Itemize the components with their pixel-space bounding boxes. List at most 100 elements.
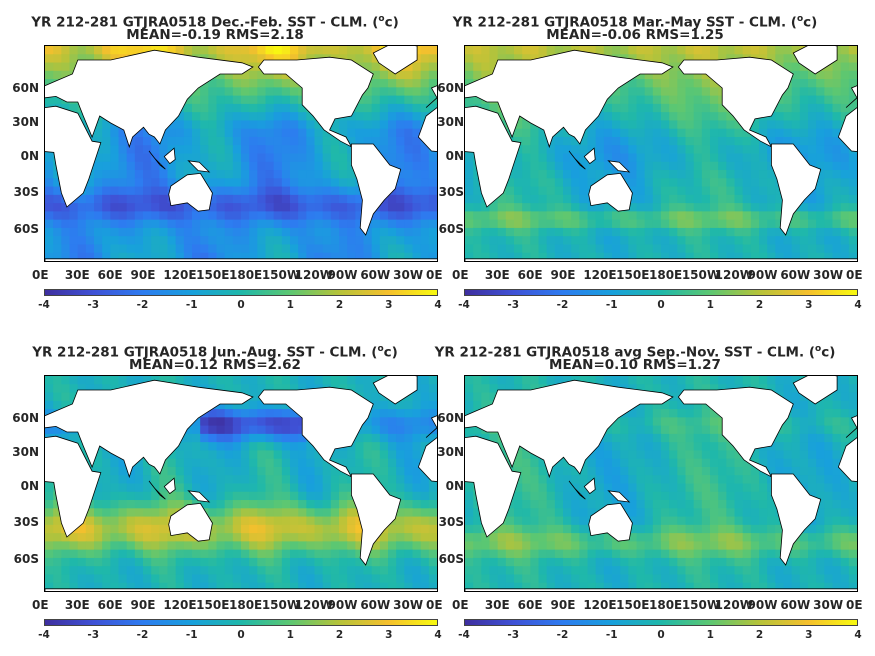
colorbar-tick-label: -2	[556, 299, 569, 311]
longitude-label: 0E	[846, 268, 863, 282]
panel-stats: MEAN=0.12 RMS=2.62	[129, 357, 301, 373]
colorbar-tick-label: 3	[805, 299, 813, 311]
latitude-label: 60N	[12, 81, 39, 95]
colorbar-tick-label: -4	[458, 299, 470, 311]
sst-anomaly-map	[44, 375, 438, 592]
land-mass	[465, 49, 674, 149]
longitude-label: 60E	[517, 268, 543, 282]
longitude-label: 0E	[846, 598, 863, 612]
land-mass	[425, 85, 437, 108]
latitude-label: 30N	[437, 115, 464, 129]
colorbar-tick-label: -1	[185, 299, 198, 311]
map-panel-jja: YR 212-281 GTJRA0518 Jun.-Aug. SST - CLM…	[0, 330, 442, 655]
sst-anomaly-map	[464, 375, 858, 592]
longitude-label: 150W	[261, 268, 301, 282]
land-mass	[583, 147, 596, 165]
longitude-label: 30E	[64, 268, 90, 282]
longitude-label: 0E	[426, 268, 443, 282]
colorbar-tick-label: 0	[657, 299, 665, 311]
sst-anomaly-map	[464, 45, 858, 262]
longitude-label: 150W	[681, 268, 721, 282]
longitude-label: 150W	[681, 598, 721, 612]
latitude-label: 0N	[20, 479, 39, 493]
land-mass	[465, 588, 857, 591]
land-mass	[837, 437, 857, 482]
colorbar-tick-label: -2	[136, 299, 149, 311]
land-mass	[350, 143, 402, 236]
land-mass	[677, 386, 794, 478]
latitude-label: 30S	[13, 515, 39, 529]
longitude-label: 150W	[261, 598, 301, 612]
colorbar-tick-label: 2	[755, 629, 764, 641]
land-mass	[607, 490, 631, 503]
land-mass	[372, 46, 418, 75]
land-mass	[770, 143, 822, 236]
panel-stats: MEAN=-0.06 RMS=1.25	[546, 27, 724, 43]
colorbar-tick-label: 4	[854, 629, 862, 641]
longitude-label: 30W	[393, 598, 424, 612]
land-mass	[607, 160, 631, 173]
map-panel-mam: YR 212-281 GTJRA0518 Mar.-May SST - CLM.…	[420, 0, 862, 325]
land-mass	[168, 502, 213, 542]
longitude-label: 30E	[484, 598, 510, 612]
map-panel-djf: YR 212-281 GTJRA0518 Dec.-Feb. SST - CLM…	[0, 0, 442, 325]
longitude-label: 90W	[327, 598, 358, 612]
land-mass	[148, 150, 166, 170]
land-mass	[350, 473, 402, 566]
colorbar-tick-label: 0	[657, 629, 665, 641]
latitude-label: 60S	[13, 222, 39, 236]
land-mass	[588, 172, 633, 212]
latitude-label: 0N	[20, 149, 39, 163]
colorbar-tick-label: -4	[38, 299, 50, 311]
panel-stats: MEAN=-0.19 RMS=2.18	[126, 27, 304, 43]
longitude-label: 90W	[747, 598, 778, 612]
latitude-label: 60N	[12, 411, 39, 425]
longitude-label: 0E	[452, 598, 469, 612]
degree-symbol: o	[378, 14, 385, 24]
land-mass	[163, 147, 176, 165]
land-mass	[168, 172, 213, 212]
title-unit: c)	[384, 14, 399, 31]
longitude-label: 90E	[550, 268, 576, 282]
colorbar-tick-label: 4	[854, 299, 862, 311]
map-canvas	[45, 376, 437, 591]
latitude-label: 0N	[445, 149, 464, 163]
latitude-label: 30S	[13, 185, 39, 199]
colorbar	[464, 289, 858, 296]
land-mass	[45, 105, 102, 208]
longitude-label: 120E	[163, 598, 197, 612]
land-mass	[837, 107, 857, 152]
longitude-label: 60E	[97, 598, 123, 612]
latitude-label: 30S	[438, 515, 464, 529]
colorbar	[44, 289, 438, 296]
sst-anomaly-map	[44, 45, 438, 262]
longitude-label: 150E	[196, 598, 230, 612]
longitude-label: 60E	[517, 598, 543, 612]
colorbar-tick-label: -2	[556, 629, 569, 641]
colorbar-tick-label: 1	[706, 299, 714, 311]
longitude-label: 0E	[426, 598, 443, 612]
colorbar-tick-label: -1	[605, 299, 618, 311]
longitude-label: 180E	[229, 598, 263, 612]
panel-title: YR 212-281 GTJRA0518 Mar.-May SST - CLM.…	[420, 11, 850, 31]
latitude-label: 30N	[12, 445, 39, 459]
land-mass	[568, 480, 586, 500]
degree-symbol: o	[377, 344, 384, 354]
latitude-label: 60N	[437, 411, 464, 425]
title-text: YR 212-281 GTJRA0518 Jun.-Aug. SST - CLM…	[32, 344, 378, 361]
longitude-label: 120E	[163, 268, 197, 282]
colorbar-tick-label: 3	[805, 629, 813, 641]
longitude-label: 150E	[196, 268, 230, 282]
land-mass	[45, 435, 102, 538]
land-mass	[792, 376, 838, 405]
longitude-label: 30E	[484, 268, 510, 282]
map-canvas	[45, 46, 437, 261]
longitude-label: 90E	[550, 598, 576, 612]
longitude-label: 180E	[649, 268, 683, 282]
degree-symbol: o	[796, 14, 804, 24]
title-unit: c)	[821, 344, 836, 361]
colorbar	[44, 619, 438, 626]
longitude-label: 120W	[294, 598, 333, 612]
longitude-label: 60W	[360, 268, 391, 282]
land-mass	[425, 415, 437, 438]
